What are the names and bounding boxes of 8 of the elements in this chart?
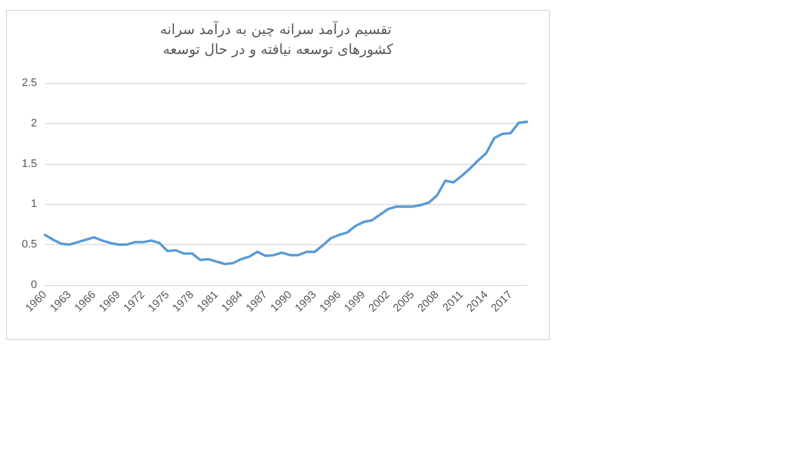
- line-series: [44, 120, 528, 266]
- y-tick-label: 1.5: [22, 158, 37, 170]
- chart-title: تقسیم درآمد سرانه چین به درآمد سرانه کشورهای توسعه نیافته و در حال توسعه: [160, 20, 396, 58]
- y-tick-label: 2: [30, 117, 37, 130]
- y-tick-label: 0: [30, 279, 37, 291]
- y-tick-label: 2.5: [22, 77, 37, 89]
- y-tick-label: 1: [30, 198, 37, 210]
- y-tick-label: 0.5: [22, 238, 37, 251]
